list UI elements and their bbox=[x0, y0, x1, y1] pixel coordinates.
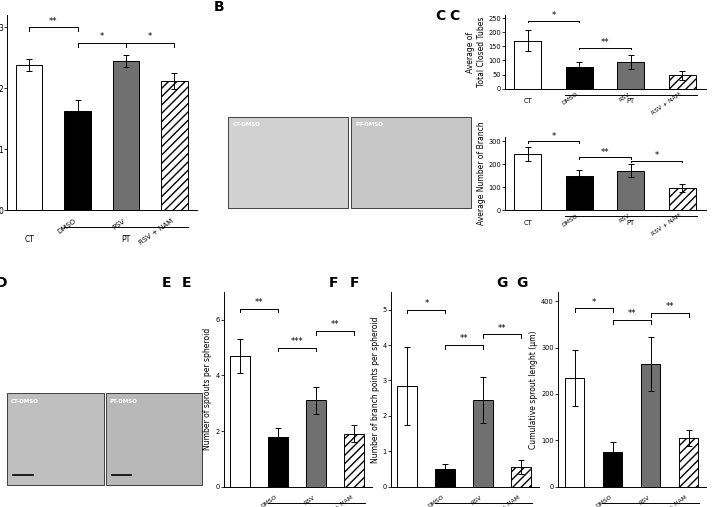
Bar bbox=[617, 170, 645, 210]
Bar bbox=[228, 210, 349, 302]
Text: **: ** bbox=[49, 17, 58, 26]
Bar bbox=[7, 487, 104, 507]
Bar bbox=[566, 67, 593, 89]
Bar bbox=[669, 76, 696, 89]
Text: *: * bbox=[655, 151, 659, 160]
Text: *: * bbox=[551, 131, 555, 140]
Text: **: ** bbox=[601, 38, 610, 47]
Bar bbox=[16, 65, 42, 210]
Y-axis label: Number of branch points per spheroid: Number of branch points per spheroid bbox=[371, 316, 379, 462]
Text: C: C bbox=[449, 9, 459, 23]
Text: *: * bbox=[100, 32, 104, 41]
Text: CT: CT bbox=[523, 98, 532, 104]
Bar bbox=[473, 400, 493, 487]
Text: RSV: RSV bbox=[618, 213, 631, 224]
Bar bbox=[351, 117, 471, 208]
Text: DMSO: DMSO bbox=[595, 494, 612, 507]
Bar bbox=[514, 154, 541, 210]
Text: C: C bbox=[435, 9, 446, 23]
Text: DMSO: DMSO bbox=[260, 494, 278, 507]
Text: PT: PT bbox=[627, 220, 635, 226]
Text: B: B bbox=[214, 0, 225, 14]
Text: RSV + NAM: RSV + NAM bbox=[657, 494, 689, 507]
Text: CT: CT bbox=[24, 235, 34, 244]
Text: RSV + NAM: RSV + NAM bbox=[651, 213, 682, 237]
Bar bbox=[106, 393, 202, 485]
Text: PT-RSV: PT-RSV bbox=[233, 216, 255, 221]
Bar bbox=[669, 188, 696, 210]
Bar bbox=[397, 386, 417, 487]
Text: **: ** bbox=[665, 302, 674, 311]
Bar bbox=[641, 364, 660, 487]
Text: E: E bbox=[161, 276, 171, 291]
Bar bbox=[514, 41, 541, 89]
Text: DMSO: DMSO bbox=[561, 92, 579, 106]
Y-axis label: Number of sprouts per spheroid: Number of sprouts per spheroid bbox=[203, 328, 212, 450]
Text: D: D bbox=[0, 276, 7, 291]
Text: *: * bbox=[424, 299, 429, 308]
Text: RSV: RSV bbox=[637, 494, 650, 505]
Y-axis label: Cumulative sprout lenght (μm): Cumulative sprout lenght (μm) bbox=[529, 330, 538, 449]
Text: **: ** bbox=[627, 309, 636, 318]
Bar bbox=[617, 62, 645, 89]
Bar bbox=[566, 176, 593, 210]
Bar bbox=[268, 437, 288, 487]
Text: RSV: RSV bbox=[304, 494, 316, 505]
Text: RSV: RSV bbox=[111, 218, 126, 231]
Bar bbox=[106, 487, 202, 507]
Text: CT-DMSO: CT-DMSO bbox=[11, 399, 39, 404]
Text: G: G bbox=[496, 276, 507, 291]
Text: PT-DMSO: PT-DMSO bbox=[356, 122, 384, 127]
Bar bbox=[344, 434, 364, 487]
Text: PT-RSV: PT-RSV bbox=[11, 493, 33, 497]
Bar bbox=[113, 61, 139, 210]
Y-axis label: Average Number of Branch: Average Number of Branch bbox=[476, 122, 486, 225]
Text: RSV: RSV bbox=[471, 494, 483, 505]
Text: F: F bbox=[349, 276, 359, 291]
Y-axis label: Average of
Total Closed Tubes: Average of Total Closed Tubes bbox=[466, 17, 486, 87]
Text: F: F bbox=[329, 276, 338, 291]
Bar bbox=[436, 469, 455, 487]
Text: CT-DMSO: CT-DMSO bbox=[233, 122, 261, 127]
Text: CT: CT bbox=[523, 220, 532, 226]
Bar bbox=[351, 210, 471, 302]
Bar bbox=[511, 467, 531, 487]
Text: DMSO: DMSO bbox=[427, 494, 446, 507]
Text: PT-RSV + NAM: PT-RSV + NAM bbox=[110, 493, 154, 497]
Text: PT-DMSO: PT-DMSO bbox=[110, 399, 138, 404]
Text: *: * bbox=[551, 11, 555, 20]
Bar bbox=[7, 393, 104, 485]
Text: PT: PT bbox=[627, 98, 635, 104]
Text: **: ** bbox=[498, 324, 507, 333]
Text: RSV + NAM: RSV + NAM bbox=[490, 494, 521, 507]
Text: **: ** bbox=[460, 335, 468, 343]
Text: **: ** bbox=[331, 320, 339, 329]
Bar bbox=[228, 117, 349, 208]
Text: DMSO: DMSO bbox=[561, 213, 579, 228]
Text: PT-RSV + NAM: PT-RSV + NAM bbox=[356, 216, 400, 221]
Text: DMSO: DMSO bbox=[57, 218, 78, 235]
Text: ***: *** bbox=[291, 337, 304, 346]
Text: *: * bbox=[591, 298, 595, 307]
Text: PT: PT bbox=[121, 235, 130, 244]
Bar bbox=[161, 81, 188, 210]
Bar bbox=[565, 378, 585, 487]
Bar bbox=[679, 438, 699, 487]
Bar bbox=[602, 452, 622, 487]
Text: RSV + NAM: RSV + NAM bbox=[323, 494, 354, 507]
Text: **: ** bbox=[255, 298, 263, 307]
Bar bbox=[64, 112, 91, 210]
Text: G: G bbox=[516, 276, 528, 291]
Bar bbox=[307, 401, 326, 487]
Text: **: ** bbox=[601, 148, 610, 157]
Text: E: E bbox=[183, 276, 192, 291]
Text: RSV + NAM: RSV + NAM bbox=[651, 92, 682, 116]
Bar bbox=[230, 356, 250, 487]
Text: RSV + NAM: RSV + NAM bbox=[138, 218, 175, 246]
Text: RSV: RSV bbox=[618, 92, 631, 103]
Text: *: * bbox=[148, 32, 153, 41]
